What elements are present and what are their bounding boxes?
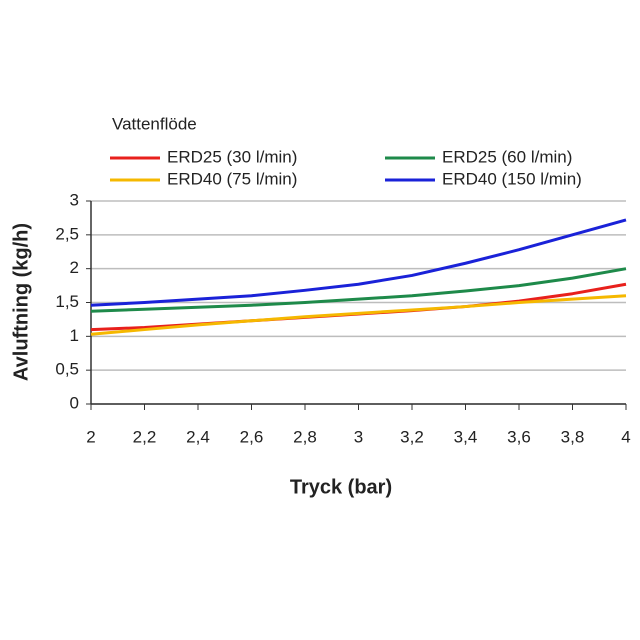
data-line: [90, 267, 627, 313]
legend-label: ERD25 (60 l/min): [442, 147, 572, 166]
y-tick-label: 0,5: [55, 360, 79, 379]
x-tick-label: 3,2: [400, 427, 424, 446]
y-tick-label: 1: [70, 326, 79, 345]
x-tick-label: 2,6: [240, 427, 264, 446]
x-tick-label: 3,4: [454, 427, 478, 446]
data-line: [90, 294, 627, 336]
y-axis-title: Avluftning (kg/h): [10, 223, 32, 381]
y-tick-label: 0: [70, 393, 79, 412]
x-tick-label: 2,8: [293, 427, 317, 446]
x-tick-label: 3,6: [507, 427, 531, 446]
y-tick-label: 3: [70, 190, 79, 209]
x-tick-label: 3,8: [561, 427, 585, 446]
y-tick-label: 2: [70, 258, 79, 277]
x-tick-label: 3: [354, 427, 363, 446]
y-tick-label: 1,5: [55, 292, 79, 311]
data-line: [90, 218, 627, 307]
x-tick-label: 4: [621, 427, 630, 446]
y-tick-label: 2,5: [55, 224, 79, 243]
legend-label: ERD25 (30 l/min): [167, 147, 297, 166]
x-tick-label: 2,4: [186, 427, 210, 446]
x-tick-label: 2: [86, 427, 95, 446]
legend-title: Vattenflöde: [112, 114, 197, 133]
legend-label: ERD40 (75 l/min): [167, 169, 297, 188]
x-tick-label: 2,2: [133, 427, 157, 446]
x-axis-title: Tryck (bar): [290, 476, 392, 498]
legend-label: ERD40 (150 l/min): [442, 169, 582, 188]
